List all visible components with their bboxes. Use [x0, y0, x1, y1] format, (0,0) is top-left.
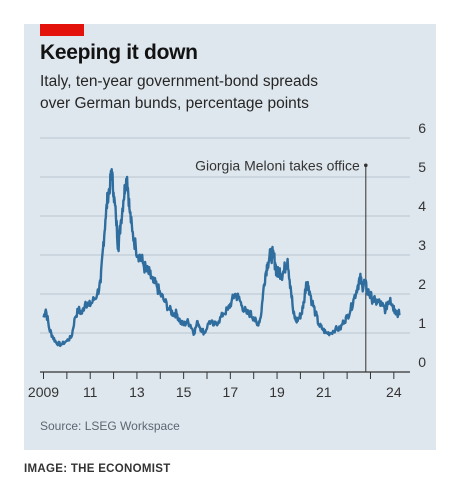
- x-tick-label: 2009: [28, 384, 59, 400]
- source-note: Source: LSEG Workspace: [40, 419, 180, 433]
- image-credit: IMAGE: THE ECONOMIST: [24, 463, 171, 475]
- annotation-label: Giorgia Meloni takes office: [195, 157, 360, 173]
- chart-card: Keeping it down Italy, ten-year governme…: [24, 24, 436, 450]
- y-tick-label: 0: [418, 354, 426, 370]
- x-tick-label: 24: [386, 384, 402, 400]
- y-tick-label: 4: [418, 198, 426, 214]
- brand-tab: [40, 24, 84, 36]
- series-line: [42, 168, 401, 348]
- annotation-dot: [364, 163, 368, 168]
- y-axis-ticks: 0 1 2 3 4 5 6: [418, 120, 426, 370]
- chart-subtitle-line-1: Italy, ten-year government-bond spreads: [40, 73, 319, 90]
- series: [42, 168, 401, 348]
- x-tick-label: 19: [269, 384, 285, 400]
- y-tick-label: 2: [418, 276, 426, 292]
- x-tick-label: 13: [129, 384, 145, 400]
- y-tick-label: 3: [418, 237, 426, 253]
- y-tick-label: 1: [418, 315, 426, 331]
- x-tick-label: 11: [83, 384, 98, 400]
- y-tick-label: 6: [418, 120, 426, 136]
- x-axis: 2009 11 13 15 17 19 21 24: [28, 371, 410, 400]
- chart-subtitle-line-2: over German bunds, percentage points: [40, 95, 309, 112]
- line-chart: 0 1 2 3 4 5 6 2009 11 13 15 17 19 21 24 Giorgia Melon…: [28, 120, 426, 400]
- x-tick-label: 21: [316, 384, 332, 400]
- y-tick-label: 5: [418, 159, 426, 175]
- annotation: Giorgia Meloni takes office: [195, 157, 368, 372]
- x-tick-label: 17: [223, 384, 239, 400]
- x-tick-label: 15: [176, 384, 192, 400]
- chart-title: Keeping it down: [40, 41, 198, 64]
